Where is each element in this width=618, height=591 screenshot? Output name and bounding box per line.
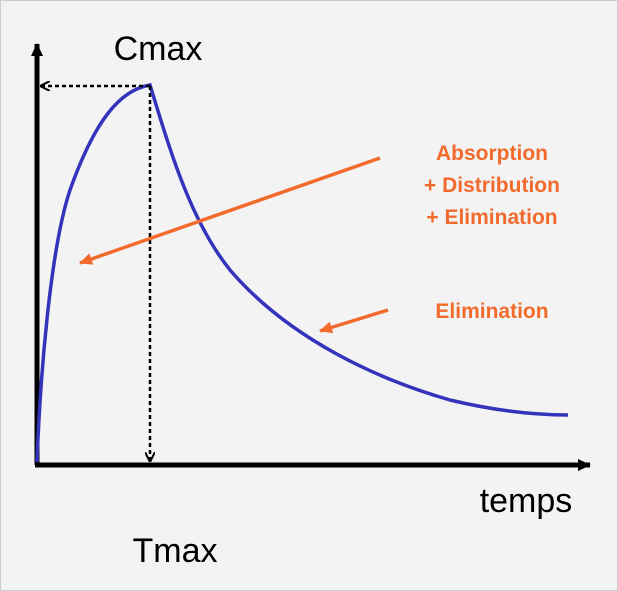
- absorption-arrow: [79, 156, 381, 265]
- phase-label: + Distribution: [424, 174, 560, 197]
- time-axis-label: temps: [480, 482, 573, 520]
- concentration-curve: [35, 83, 569, 463]
- cmax-label: Cmax: [114, 30, 203, 68]
- phase-label: + Elimination: [426, 206, 557, 229]
- phase-label: Absorption: [436, 142, 548, 165]
- tmax-label: Tmax: [133, 532, 218, 570]
- phase-label: Elimination: [435, 300, 548, 323]
- elimination-arrow: [319, 308, 389, 334]
